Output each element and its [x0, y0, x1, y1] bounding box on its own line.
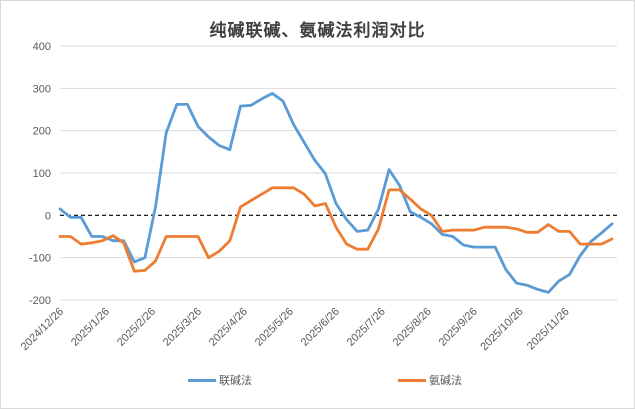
chart-title: 纯碱联碱、氨碱法利润对比 — [209, 21, 426, 41]
y-axis-ticks: 400 300 200 100 0 -100 -200 — [29, 41, 51, 307]
x-tick-label: 2025/9/26 — [437, 306, 480, 349]
x-tick-label: 2025/2/26 — [115, 306, 158, 349]
gridlines — [59, 45, 617, 301]
x-tick-label: 2025/6/26 — [299, 306, 342, 349]
y-tick-label: 0 — [45, 210, 51, 222]
x-tick-label: 2025/1/26 — [69, 306, 112, 349]
legend-label: 联碱法 — [219, 374, 252, 387]
x-tick-label: 2025/10/26 — [478, 306, 525, 353]
legend-label: 氨碱法 — [429, 374, 462, 387]
x-tick-label: 2025/4/26 — [207, 306, 250, 349]
legend-item-lianjian[interactable]: 联碱法 — [188, 372, 252, 388]
legend-line-swatch-icon — [398, 378, 426, 382]
y-tick-label: -100 — [29, 253, 51, 265]
y-tick-label: 300 — [33, 83, 51, 95]
series-line-anjian[interactable] — [58, 186, 614, 273]
legend-item-anjian[interactable]: 氨碱法 — [398, 372, 462, 388]
series-line-lianjian[interactable] — [58, 92, 614, 294]
x-tick-label: 2025/11/26 — [525, 306, 572, 353]
x-tick-label: 2025/7/26 — [345, 306, 388, 349]
y-tick-label: -200 — [29, 295, 51, 307]
y-tick-label: 200 — [33, 126, 51, 138]
series-lines — [58, 92, 614, 294]
y-tick-label: 400 — [33, 41, 51, 53]
x-tick-label: 2025/5/26 — [253, 306, 296, 349]
x-tick-label: 2025/3/26 — [161, 306, 204, 349]
x-tick-label: 2025/8/26 — [391, 306, 434, 349]
x-axis-ticks: 2024/12/26 2025/1/26 2025/2/26 2025/3/26 202… — [19, 306, 572, 353]
y-tick-label: 100 — [33, 168, 51, 180]
legend-line-swatch-icon — [188, 378, 216, 382]
x-tick-label: 2024/12/26 — [19, 306, 66, 353]
